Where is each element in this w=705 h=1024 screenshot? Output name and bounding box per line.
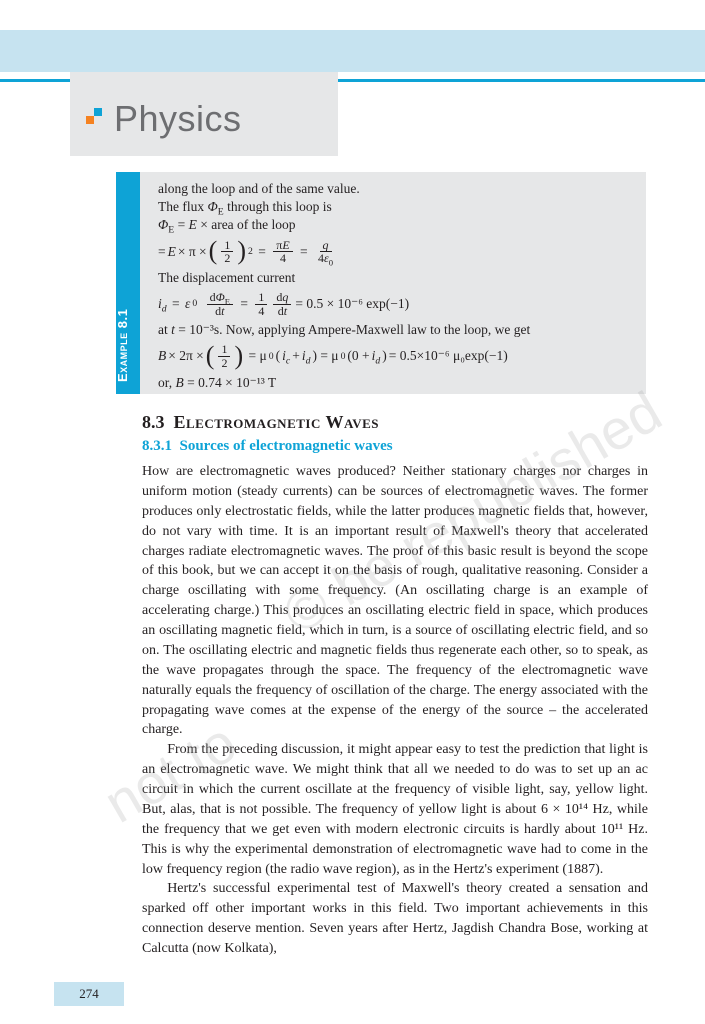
header-accent-icon (86, 108, 102, 124)
top-strip (0, 30, 705, 72)
subsection-title: Sources of electromagnetic waves (180, 438, 393, 454)
section-heading: 8.3 Electromagnetic Waves (142, 412, 379, 433)
example-line: along the loop and of the same value. (158, 180, 632, 198)
body-text: How are electromagnetic waves produced? … (142, 462, 648, 959)
paragraph: How are electromagnetic waves produced? … (142, 462, 648, 740)
paragraph: From the preceding discussion, it might … (142, 740, 648, 879)
paragraph: Hertz's successful experimental test of … (142, 879, 648, 959)
example-equation: id = ε0 dΦEdt = 14dqdt = 0.5 × 10⁻⁶ exp(… (158, 291, 632, 317)
example-line: The displacement current (158, 269, 632, 287)
example-line: The flux ΦE through this loop is (158, 198, 632, 216)
subsection-heading: 8.3.1 Sources of electromagnetic waves (142, 438, 393, 455)
section-title: Electromagnetic Waves (174, 412, 380, 432)
example-line: at t = 10⁻³s. Now, applying Ampere-Maxwe… (158, 321, 632, 339)
example-equation: B × 2π × (12) = μ0(ic + id) = μ0(0 + id)… (158, 343, 632, 369)
example-body: along the loop and of the same value. Th… (140, 172, 646, 394)
page-title: Physics (114, 98, 242, 140)
example-equation: = E × π × (12)2 = πE4 = q4ε0 (158, 239, 632, 265)
example-label: Example 8.1 (115, 309, 130, 382)
section-number: 8.3 (142, 412, 165, 432)
example-line: ΦE = E × area of the loop (158, 216, 632, 234)
page-number: 274 (54, 982, 124, 1006)
example-line: or, B = 0.74 × 10⁻¹³ T (158, 374, 632, 392)
subsection-number: 8.3.1 (142, 438, 172, 454)
